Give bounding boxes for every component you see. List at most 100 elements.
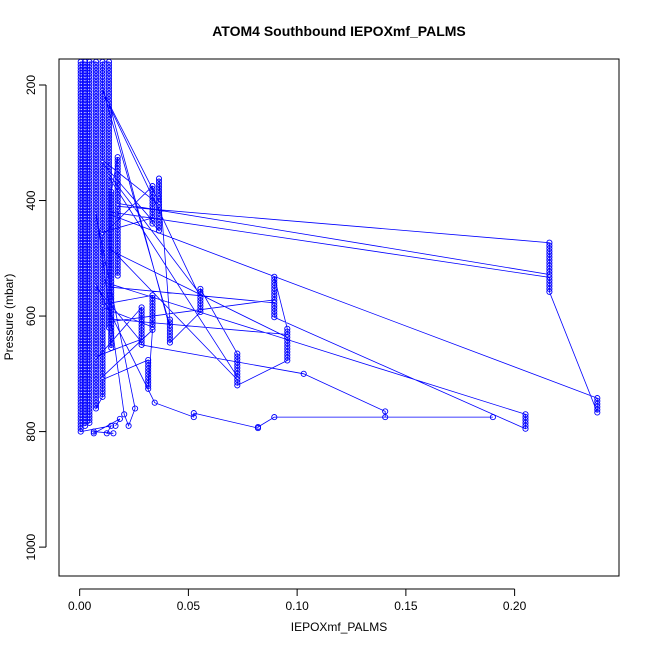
data-point bbox=[82, 304, 89, 311]
data-point bbox=[99, 191, 106, 198]
data-point bbox=[138, 307, 145, 314]
data-point bbox=[105, 70, 113, 77]
data-point bbox=[99, 61, 106, 68]
data-point bbox=[105, 315, 113, 322]
data-point bbox=[99, 370, 106, 377]
data-point bbox=[105, 246, 113, 253]
data-point bbox=[92, 304, 100, 311]
data-point bbox=[155, 215, 163, 223]
data-point bbox=[77, 301, 84, 308]
data-point bbox=[105, 142, 113, 149]
data-point bbox=[234, 376, 241, 383]
data-point bbox=[82, 237, 89, 245]
data-point bbox=[99, 87, 106, 94]
data-point bbox=[92, 81, 100, 89]
data-point bbox=[86, 399, 93, 406]
data-point bbox=[99, 119, 106, 126]
data-point bbox=[92, 301, 100, 308]
data-point bbox=[284, 334, 291, 341]
data-point bbox=[86, 206, 93, 213]
data-point bbox=[522, 416, 529, 424]
data-point bbox=[86, 79, 93, 86]
data-point bbox=[99, 159, 106, 167]
y-axis: 200 400 600 800 1000 bbox=[24, 75, 47, 560]
data-point bbox=[92, 399, 100, 406]
data-point bbox=[105, 310, 113, 317]
data-point bbox=[138, 310, 145, 317]
data-point bbox=[82, 362, 89, 369]
data-point bbox=[114, 263, 121, 271]
data-point bbox=[77, 102, 84, 109]
data-point bbox=[77, 289, 84, 296]
data-point bbox=[92, 324, 100, 331]
data-point bbox=[300, 370, 307, 377]
data-point bbox=[77, 252, 84, 259]
data-point bbox=[82, 385, 89, 392]
data-point bbox=[77, 151, 84, 158]
data-point bbox=[77, 330, 84, 337]
data-point bbox=[77, 275, 84, 282]
data-point bbox=[92, 269, 100, 276]
data-point bbox=[149, 318, 156, 325]
data-point bbox=[92, 353, 100, 360]
data-point bbox=[92, 402, 100, 409]
data-point bbox=[92, 125, 100, 132]
data-point bbox=[82, 188, 89, 195]
data-point bbox=[108, 336, 115, 343]
data-point bbox=[92, 157, 100, 164]
data-point bbox=[86, 313, 93, 320]
data-point bbox=[92, 275, 100, 282]
data-point bbox=[92, 307, 100, 314]
data-point bbox=[546, 251, 553, 258]
data-point bbox=[594, 406, 601, 413]
data-point bbox=[92, 364, 100, 372]
data-point bbox=[82, 183, 89, 190]
data-point bbox=[92, 321, 100, 328]
data-point bbox=[82, 226, 89, 233]
data-point bbox=[92, 339, 100, 346]
data-point bbox=[99, 350, 106, 357]
data-point bbox=[77, 281, 84, 288]
data-point bbox=[149, 191, 156, 198]
data-point bbox=[99, 142, 106, 149]
data-point bbox=[105, 171, 113, 178]
data-point bbox=[86, 292, 93, 299]
data-point bbox=[99, 180, 106, 187]
data-point bbox=[92, 243, 100, 250]
data-point bbox=[99, 364, 106, 372]
data-point bbox=[197, 288, 204, 295]
data-point bbox=[99, 171, 106, 178]
data-point bbox=[99, 252, 106, 259]
data-point bbox=[105, 235, 113, 242]
data-point bbox=[284, 343, 291, 350]
data-point bbox=[99, 99, 106, 106]
data-point bbox=[105, 188, 113, 195]
data-point bbox=[114, 206, 121, 213]
data-point bbox=[99, 211, 106, 219]
data-point bbox=[99, 203, 106, 210]
data-point bbox=[86, 382, 93, 389]
data-point bbox=[105, 174, 113, 181]
data-point bbox=[151, 399, 158, 406]
data-point bbox=[99, 362, 106, 369]
data-point bbox=[92, 191, 100, 198]
data-point bbox=[82, 255, 89, 262]
data-point bbox=[92, 292, 100, 299]
data-point bbox=[149, 300, 156, 307]
data-point bbox=[86, 185, 93, 193]
data-point bbox=[77, 84, 84, 91]
data-point bbox=[114, 203, 121, 210]
data-point bbox=[92, 197, 100, 204]
data-point bbox=[234, 364, 241, 372]
data-point bbox=[92, 133, 100, 141]
data-point bbox=[114, 255, 121, 262]
data-point bbox=[105, 145, 113, 152]
data-point bbox=[105, 122, 113, 129]
data-point bbox=[86, 214, 93, 221]
data-point bbox=[77, 116, 84, 123]
data-point bbox=[149, 183, 156, 190]
series-line bbox=[80, 61, 598, 434]
x-tick-label: 0.10 bbox=[285, 599, 309, 613]
data-point bbox=[155, 213, 163, 220]
data-point bbox=[77, 217, 84, 224]
